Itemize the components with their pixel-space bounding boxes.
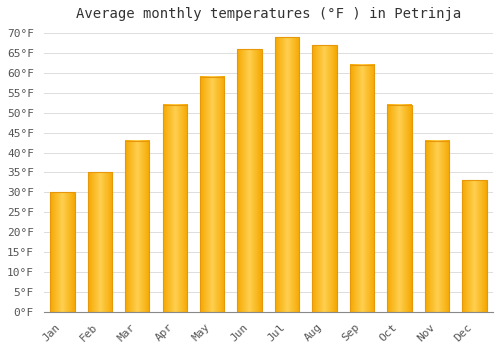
Bar <box>350 65 374 312</box>
Bar <box>238 49 262 312</box>
Bar <box>275 37 299 312</box>
Bar <box>88 173 112 312</box>
Bar <box>50 193 74 312</box>
Bar <box>424 141 449 312</box>
Bar <box>125 141 150 312</box>
Title: Average monthly temperatures (°F ) in Petrinja: Average monthly temperatures (°F ) in Pe… <box>76 7 461 21</box>
Bar <box>462 181 486 312</box>
Bar <box>162 105 187 312</box>
Bar <box>200 77 224 312</box>
Bar <box>312 45 336 312</box>
Bar <box>388 105 411 312</box>
